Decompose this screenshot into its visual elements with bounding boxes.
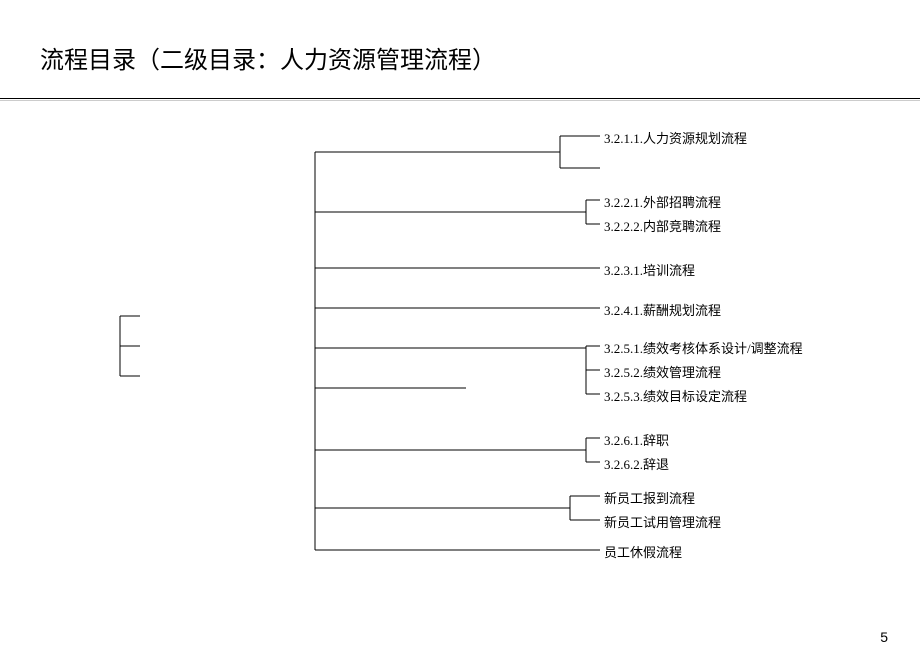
leaf-4-0: 3.2.5.1.绩效考核体系设计/调整流程 bbox=[604, 338, 803, 357]
leaf-0-0: 3.2.1.1.人力资源规划流程 bbox=[604, 128, 747, 147]
leaf-7: 员工休假流程 bbox=[604, 542, 682, 561]
leaf-5-0: 3.2.6.1.辞职 bbox=[604, 430, 669, 449]
leaf-4-1: 3.2.5.2.绩效管理流程 bbox=[604, 362, 721, 381]
leaf-1-1: 3.2.2.2.内部竞聘流程 bbox=[604, 216, 721, 235]
leaf-6-0: 新员工报到流程 bbox=[604, 488, 695, 507]
leaf-6-1: 新员工试用管理流程 bbox=[604, 512, 721, 531]
page-number: 5 bbox=[880, 629, 888, 645]
tree-diagram bbox=[0, 0, 920, 663]
leaf-5-1: 3.2.6.2.辞退 bbox=[604, 454, 669, 473]
leaf-4-2: 3.2.5.3.绩效目标设定流程 bbox=[604, 386, 747, 405]
leaf-2: 3.2.3.1.培训流程 bbox=[604, 260, 695, 279]
leaf-1-0: 3.2.2.1.外部招聘流程 bbox=[604, 192, 721, 211]
leaf-3: 3.2.4.1.薪酬规划流程 bbox=[604, 300, 721, 319]
